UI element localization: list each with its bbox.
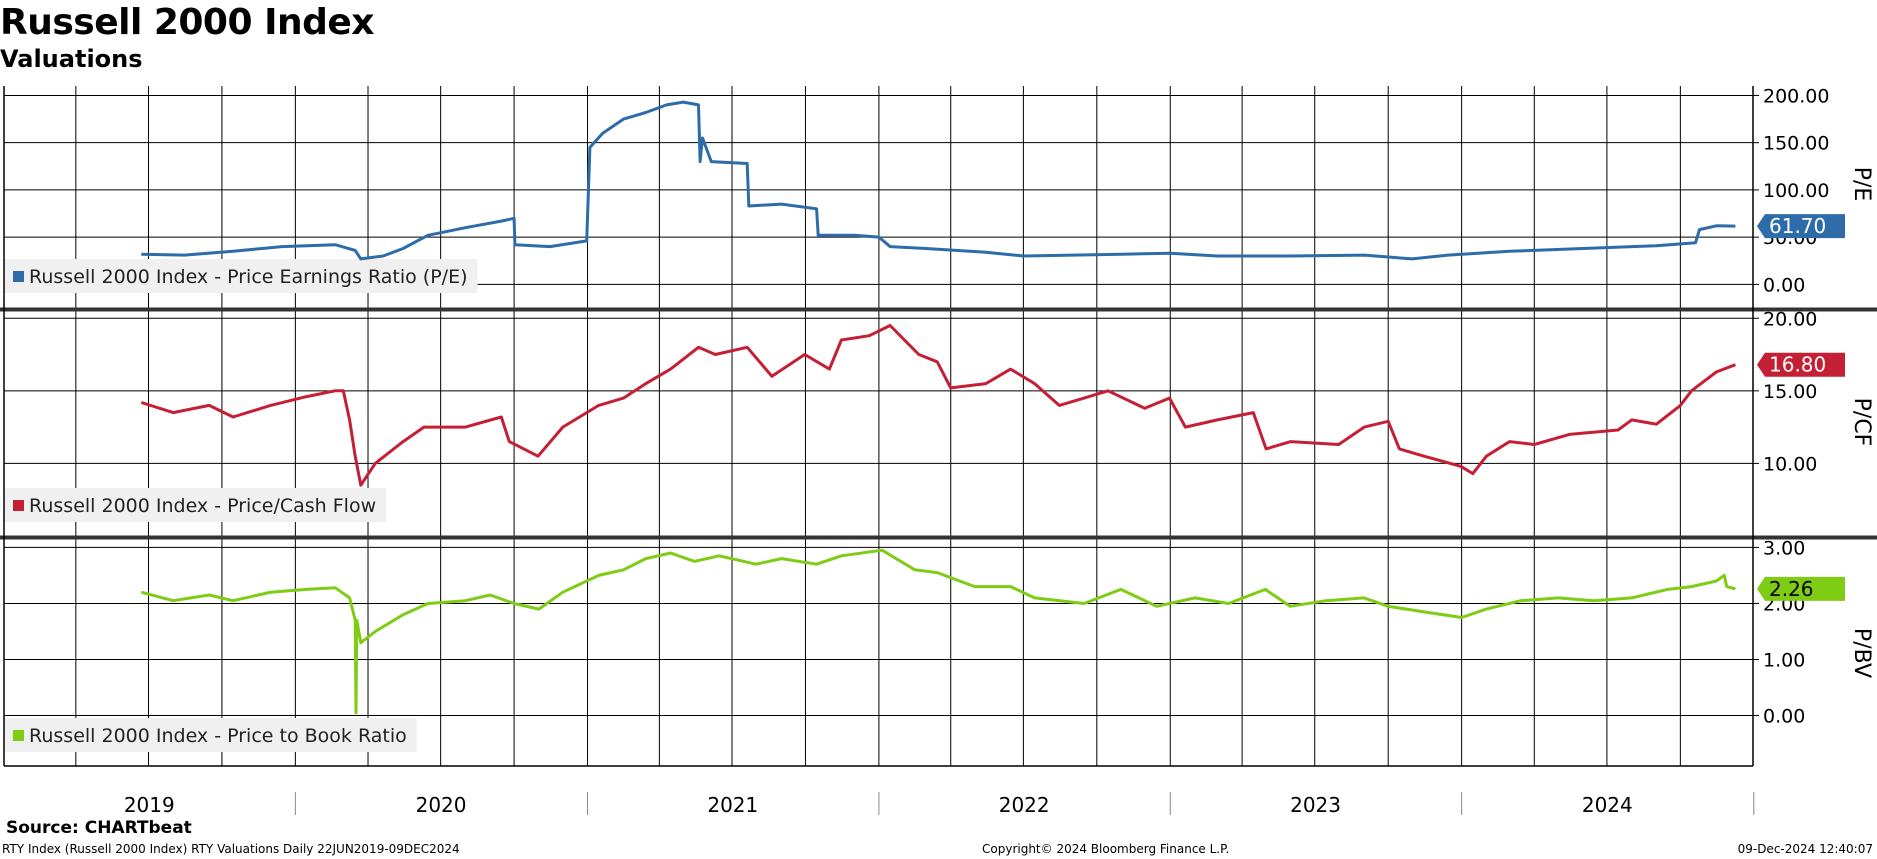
chart-title: Russell 2000 Index — [0, 2, 375, 43]
y-tick-label: 1.00 — [1763, 650, 1805, 672]
series-line — [141, 100, 1736, 261]
last-value-tag — [1757, 214, 1845, 239]
legend-label: Russell 2000 Index - Price/Cash Flow — [29, 495, 376, 517]
legend-swatch — [13, 730, 24, 741]
legend-box — [4, 488, 387, 522]
x-tick-label: 2019 — [124, 793, 175, 817]
legend-swatch — [13, 271, 24, 282]
series-line — [140, 548, 1736, 715]
y-tick-label: 3.00 — [1763, 537, 1805, 559]
y-tick-label: 100.00 — [1763, 180, 1829, 202]
series-line — [140, 324, 1736, 487]
footer-description: RTY Index (Russell 2000 Index) RTY Valua… — [2, 842, 460, 856]
y-tick-label: 150.00 — [1763, 133, 1829, 155]
last-value-tag — [1757, 352, 1845, 377]
legend-label: Russell 2000 Index - Price to Book Ratio — [29, 725, 407, 747]
legend-box — [4, 718, 417, 752]
x-tick-label: 2020 — [416, 793, 467, 817]
panel-separator — [0, 535, 1877, 540]
x-tick-label: 2021 — [707, 793, 758, 817]
last-value-label: 2.26 — [1769, 577, 1814, 601]
x-tick-label: 2023 — [1290, 793, 1341, 817]
legend-label: Russell 2000 Index - Price Earnings Rati… — [29, 266, 468, 288]
y-tick-label: 0.00 — [1763, 274, 1805, 296]
x-tick-label: 2022 — [999, 793, 1050, 817]
y-tick-label: 0.00 — [1763, 706, 1805, 728]
footer-timestamp: 09-Dec-2024 12:40:07 — [1737, 842, 1873, 856]
source-note: Source: CHARTbeat — [6, 818, 192, 838]
y-tick-label: 10.00 — [1763, 453, 1817, 475]
last-value-label: 61.70 — [1769, 214, 1826, 238]
y-tick-label: 15.00 — [1763, 381, 1817, 403]
y-axis-title: P/E — [1849, 167, 1874, 202]
y-axis-title: P/CF — [1849, 398, 1874, 447]
legend-swatch — [13, 500, 24, 511]
panel-separator — [0, 307, 1877, 312]
last-value-tag — [1757, 576, 1845, 601]
y-tick-label: 20.00 — [1763, 308, 1817, 330]
y-tick-label: 200.00 — [1763, 85, 1829, 107]
x-tick-label: 2024 — [1582, 793, 1633, 817]
chart-subtitle: Valuations — [0, 45, 143, 73]
y-axis-title: P/BV — [1849, 628, 1874, 678]
legend-box — [4, 259, 478, 293]
footer-copyright: Copyright© 2024 Bloomberg Finance L.P. — [982, 842, 1230, 856]
last-value-label: 16.80 — [1769, 353, 1826, 377]
